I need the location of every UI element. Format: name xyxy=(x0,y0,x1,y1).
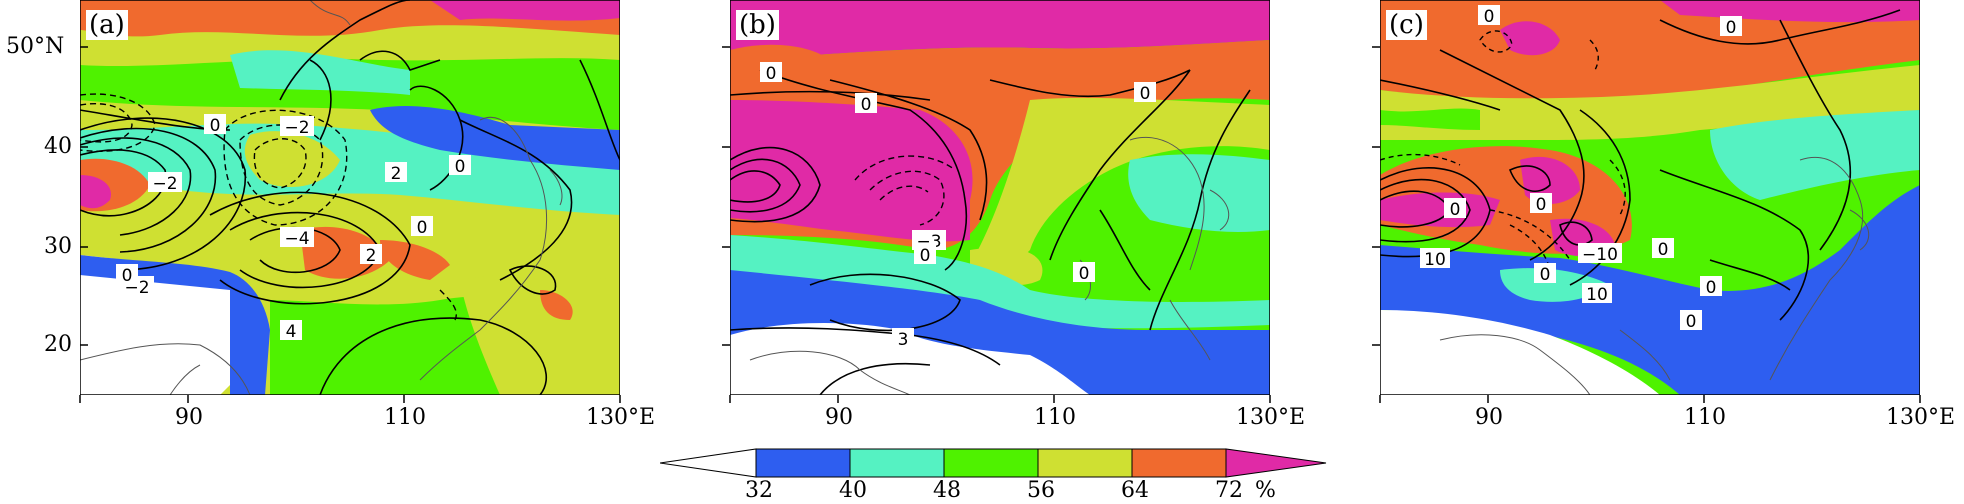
contour-label: 0 xyxy=(1536,195,1547,215)
y-tick-label: 20 xyxy=(44,332,72,357)
contour-label: 3 xyxy=(898,330,909,350)
colorbar xyxy=(660,448,1327,478)
panel-label: (a) xyxy=(86,10,128,40)
contour-label: 0 xyxy=(455,157,466,177)
y-tick-label: 50°N xyxy=(6,34,65,59)
contour-label: −2 xyxy=(284,118,309,138)
contour-label: 0 xyxy=(122,266,133,286)
colorbar-tick: 64 xyxy=(1121,478,1149,503)
panel-a: 0 −2 −2 2 0 0 −4 2 −2 4 0 (a) xyxy=(80,0,620,395)
contour-label: 10 xyxy=(1424,250,1446,270)
panel-label: (c) xyxy=(1386,10,1427,40)
y-tick-label: 30 xyxy=(44,234,72,259)
colorbar-tick: 48 xyxy=(933,478,961,503)
colorbar-tick: 72 xyxy=(1215,478,1243,503)
x-tick-label: 90 xyxy=(1475,405,1503,430)
contour-label: 0 xyxy=(1140,84,1151,104)
colorbar-tick: 56 xyxy=(1027,478,1055,503)
x-tick-label: 110 xyxy=(1684,405,1726,430)
contour-label: 0 xyxy=(1484,7,1495,27)
contour-label: 0 xyxy=(1726,18,1737,38)
contour-label: 4 xyxy=(286,322,297,342)
panel-label: (b) xyxy=(736,10,779,40)
contour-label: 0 xyxy=(1540,265,1551,285)
contour-label: 0 xyxy=(210,116,221,136)
panel-c: 0 0 0 0 10 0 −10 0 10 0 0 (c) xyxy=(1380,0,1920,395)
x-tick-label: 90 xyxy=(175,405,203,430)
contour-label: 0 xyxy=(1079,264,1090,284)
contour-label: 0 xyxy=(766,64,777,84)
x-tick-label: 110 xyxy=(384,405,426,430)
contour-label: 0 xyxy=(417,218,428,238)
colorbar-unit: % xyxy=(1255,478,1276,503)
contour-label: 0 xyxy=(1658,240,1669,260)
y-tick-label: 40 xyxy=(44,134,72,159)
panel-b: 0 0 0 −3 0 0 3 (b) xyxy=(730,0,1270,395)
contour-label: 10 xyxy=(1586,285,1608,305)
contour-label: 0 xyxy=(861,95,872,115)
contour-label: −4 xyxy=(284,229,309,249)
colorbar-tick: 32 xyxy=(745,478,773,503)
contour-label: 0 xyxy=(1706,278,1717,298)
x-tick-label: 130°E xyxy=(1886,405,1956,430)
contour-label: −2 xyxy=(152,174,177,194)
contour-label: 2 xyxy=(391,164,402,184)
x-tick-label: 130°E xyxy=(1236,405,1306,430)
contour-label: 2 xyxy=(366,246,377,266)
contour-label: 0 xyxy=(1450,200,1461,220)
contour-label: 0 xyxy=(1686,312,1697,332)
x-tick-label: 130°E xyxy=(586,405,656,430)
contour-label: −10 xyxy=(1582,245,1618,265)
contour-label: 0 xyxy=(920,246,931,266)
x-tick-label: 90 xyxy=(825,405,853,430)
colorbar-tick: 40 xyxy=(839,478,867,503)
x-tick-label: 110 xyxy=(1034,405,1076,430)
